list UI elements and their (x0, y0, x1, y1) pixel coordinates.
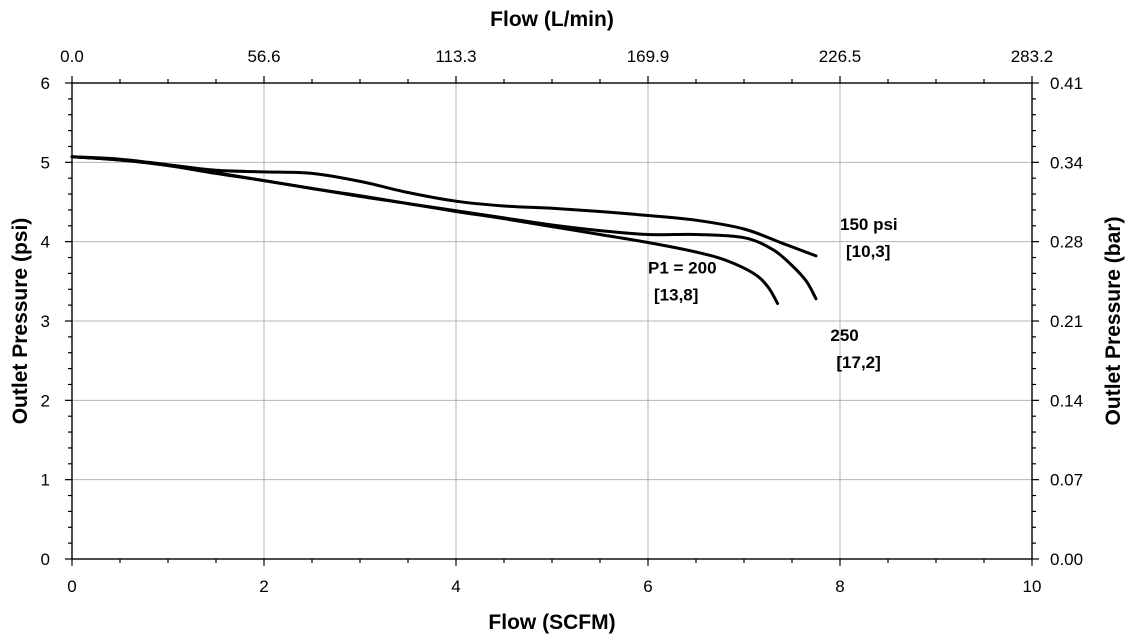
x-tick-label: 0 (67, 577, 76, 596)
annotation-line: [13,8] (654, 285, 698, 304)
x-tick-label: 6 (643, 577, 652, 596)
annotation-0: P1 = 200 [13,8] (648, 258, 717, 304)
y-tick-label: 0 (41, 550, 50, 569)
x2-tick-label: 0.0 (60, 47, 84, 66)
y2-tick-label: 0.00 (1050, 550, 1083, 569)
x2-tick-label: 283.2 (1011, 47, 1054, 66)
x-tick-label: 8 (835, 577, 844, 596)
x-axis-title: Flow (SCFM) (488, 611, 615, 634)
y-axis-title: Outlet Pressure (psi) (9, 218, 32, 425)
y2-tick-label: 0.41 (1050, 74, 1083, 93)
series-line-0 (70, 155, 780, 305)
series-line-1 (70, 155, 818, 301)
y2-tick-label: 0.14 (1050, 391, 1083, 410)
series-line-2 (70, 155, 818, 258)
annotations: P1 = 200 [13,8] 250 [17,2] 150 psi [10,3] (648, 215, 898, 372)
x2-tick-label: 169.9 (627, 47, 670, 66)
y-tick-label: 4 (41, 233, 50, 252)
y2-tick-label: 0.28 (1050, 233, 1083, 252)
y2-tick-label: 0.34 (1050, 153, 1083, 172)
y2-axis-title: Outlet Pressure (bar) (1102, 217, 1125, 426)
tick-labels: 0 2 4 6 8 10 0.0 56.6 113.3 169.9 226.5 283.2 0 1 2 3 4 5… (41, 47, 1084, 596)
y2-tick-label: 0.07 (1050, 471, 1083, 490)
y-tick-label: 1 (41, 471, 50, 490)
grid (72, 83, 1032, 559)
annotation-line: 150 psi (840, 215, 898, 234)
plot-frame (71, 82, 1033, 560)
x2-tick-label: 113.3 (435, 47, 476, 66)
annotation-1: 250 [17,2] (830, 326, 880, 372)
x2-tick-label: 226.5 (819, 47, 862, 66)
annotation-line: 250 (830, 326, 858, 345)
y-tick-label: 3 (41, 312, 50, 331)
annotation-line: [10,3] (846, 242, 890, 261)
y-tick-label: 5 (41, 153, 50, 172)
x2-axis-title: Flow (L/min) (490, 8, 614, 31)
x-tick-label: 2 (259, 577, 268, 596)
annotation-line: [17,2] (836, 353, 880, 372)
y2-tick-label: 0.21 (1050, 312, 1083, 331)
series (70, 155, 818, 305)
annotation-2: 150 psi [10,3] (840, 215, 898, 261)
x-tick-label: 4 (451, 577, 460, 596)
y-tick-label: 2 (41, 391, 50, 410)
y-tick-label: 6 (41, 74, 50, 93)
x-tick-label: 10 (1023, 577, 1042, 596)
annotation-line: P1 = 200 (648, 258, 717, 277)
x2-tick-label: 56.6 (247, 47, 280, 66)
